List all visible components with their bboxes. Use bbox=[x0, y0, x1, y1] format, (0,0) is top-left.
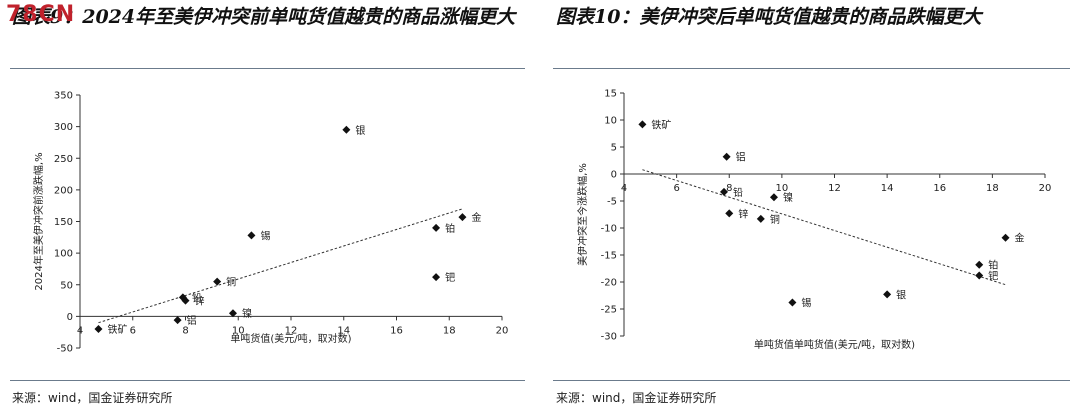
point-label: 铂 bbox=[988, 259, 998, 272]
y-tick-label: -10 bbox=[601, 224, 617, 235]
watermark-logo: 78CN bbox=[6, 2, 76, 27]
x-tick-label: 14 bbox=[881, 183, 894, 194]
point-label: 银 bbox=[896, 288, 906, 301]
data-point bbox=[788, 298, 797, 307]
x-tick-label: 14 bbox=[337, 325, 350, 336]
data-point bbox=[173, 316, 182, 325]
point-label: 铂 bbox=[445, 222, 455, 235]
point-label: 锡 bbox=[260, 229, 270, 242]
point-label: 铝 bbox=[187, 315, 197, 327]
x-tick-label: 16 bbox=[933, 183, 946, 194]
scatter-chart-right: -30 -25 -20 -15 -10 -5 0 5 10 15 4 6 8 10 12 14 16 18 20 铁矿… bbox=[576, 89, 1052, 352]
data-point bbox=[458, 213, 467, 222]
x-axis-title: 单吨货值单吨货值(美元/吨，取对数) bbox=[754, 338, 915, 351]
x-axis-title: 单吨货值(美元/吨，取对数) bbox=[230, 332, 351, 345]
data-point bbox=[432, 223, 441, 232]
data-point bbox=[181, 296, 190, 305]
x-tick-label: 16 bbox=[390, 325, 403, 336]
y-tick-label: 150 bbox=[54, 217, 73, 228]
y-tick-label: -25 bbox=[601, 305, 617, 316]
point-label: 铝 bbox=[736, 152, 746, 164]
point-label: 锌 bbox=[738, 207, 748, 220]
x-tick-label: 20 bbox=[1039, 183, 1052, 194]
y-axis-title: 美伊冲突至今涨跌幅,% bbox=[576, 163, 589, 266]
source-note-left: 来源：wind，国金证券研究所 bbox=[12, 391, 173, 405]
y-tick-label: 350 bbox=[54, 91, 73, 102]
scatter-chart-left: -50 0 50 100 150 200 250 300 350 4 6 8 10 12 14 16 18 20 铁… bbox=[32, 91, 509, 355]
y-tick-label: -50 bbox=[57, 344, 73, 355]
y-tick-label: 0 bbox=[67, 312, 73, 323]
y-tick-label: 10 bbox=[604, 116, 617, 127]
data-point bbox=[213, 277, 222, 286]
point-label: 锌 bbox=[195, 295, 205, 308]
y-tick-label: -5 bbox=[607, 197, 617, 208]
y-tick-label: -30 bbox=[601, 332, 617, 343]
x-tick-label: 10 bbox=[776, 183, 789, 194]
x-tick-label: 8 bbox=[726, 183, 732, 194]
top-rule-left bbox=[10, 68, 525, 69]
x-tick-label: 4 bbox=[621, 183, 627, 194]
data-point bbox=[342, 125, 351, 134]
y-tick-label: 50 bbox=[60, 280, 73, 291]
bottom-rule-left bbox=[10, 380, 525, 381]
y-tick-label: 0 bbox=[611, 170, 617, 181]
point-label: 金 bbox=[471, 211, 481, 224]
data-point bbox=[975, 271, 984, 280]
y-tick-label: -15 bbox=[601, 251, 617, 262]
data-point bbox=[725, 209, 734, 218]
data-point bbox=[432, 273, 441, 282]
point-label: 锡 bbox=[801, 297, 811, 310]
source-note-right: 来源：wind，国金证券研究所 bbox=[556, 391, 717, 405]
point-label: 铁矿 bbox=[107, 323, 127, 336]
y-tick-label: 200 bbox=[54, 185, 73, 196]
top-rule-right bbox=[553, 68, 1070, 69]
x-tick-label: 18 bbox=[986, 183, 999, 194]
bottom-rule-right bbox=[553, 380, 1070, 381]
x-tick-label: 10 bbox=[232, 325, 245, 336]
data-point bbox=[638, 120, 647, 129]
point-label: 铜 bbox=[226, 277, 236, 289]
point-label: 钯 bbox=[445, 272, 455, 284]
chart-title-left: 图表9：2024年至美伊冲突前单吨货值越贵的商品涨幅更大 bbox=[12, 6, 516, 28]
x-tick-label: 18 bbox=[443, 325, 456, 336]
y-tick-label: 100 bbox=[54, 249, 73, 260]
y-tick-label: -20 bbox=[601, 278, 617, 289]
point-label: 钯 bbox=[988, 271, 998, 283]
y-tick-label: 300 bbox=[54, 122, 73, 133]
point-label: 铜 bbox=[770, 214, 780, 226]
y-tick-label: 5 bbox=[611, 143, 617, 154]
point-label: 镍 bbox=[783, 191, 793, 204]
point-label: 铅 bbox=[192, 291, 202, 304]
y-axis-title: 2024年至美伊冲突前涨跌幅,% bbox=[32, 152, 45, 290]
point-label: 铁矿 bbox=[651, 118, 671, 131]
trendline bbox=[642, 169, 1006, 286]
x-tick-label: 20 bbox=[496, 325, 509, 336]
data-point bbox=[94, 325, 103, 334]
data-point bbox=[719, 187, 728, 196]
x-tick-label: 12 bbox=[828, 183, 841, 194]
data-point bbox=[883, 290, 892, 299]
data-point bbox=[756, 214, 765, 223]
x-tick-label: 8 bbox=[182, 325, 188, 336]
data-point bbox=[722, 152, 731, 161]
trendline bbox=[98, 208, 463, 324]
chart-title-right: 图表10：美伊冲突后单吨货值越贵的商品跌幅更大 bbox=[556, 6, 982, 28]
data-point bbox=[769, 193, 778, 202]
point-label: 银 bbox=[355, 124, 365, 137]
point-label: 镍 bbox=[242, 307, 252, 320]
y-tick-label: 250 bbox=[54, 154, 73, 165]
x-tick-label: 6 bbox=[673, 183, 679, 194]
data-point bbox=[247, 231, 256, 240]
data-point bbox=[228, 309, 237, 318]
x-tick-label: 4 bbox=[77, 325, 83, 336]
x-tick-label: 6 bbox=[130, 325, 136, 336]
y-tick-label: 15 bbox=[604, 89, 617, 100]
point-label: 铅 bbox=[733, 186, 743, 199]
point-label: 金 bbox=[1015, 232, 1025, 245]
data-point bbox=[1001, 233, 1010, 242]
x-tick-label: 12 bbox=[285, 325, 298, 336]
data-point bbox=[975, 260, 984, 269]
